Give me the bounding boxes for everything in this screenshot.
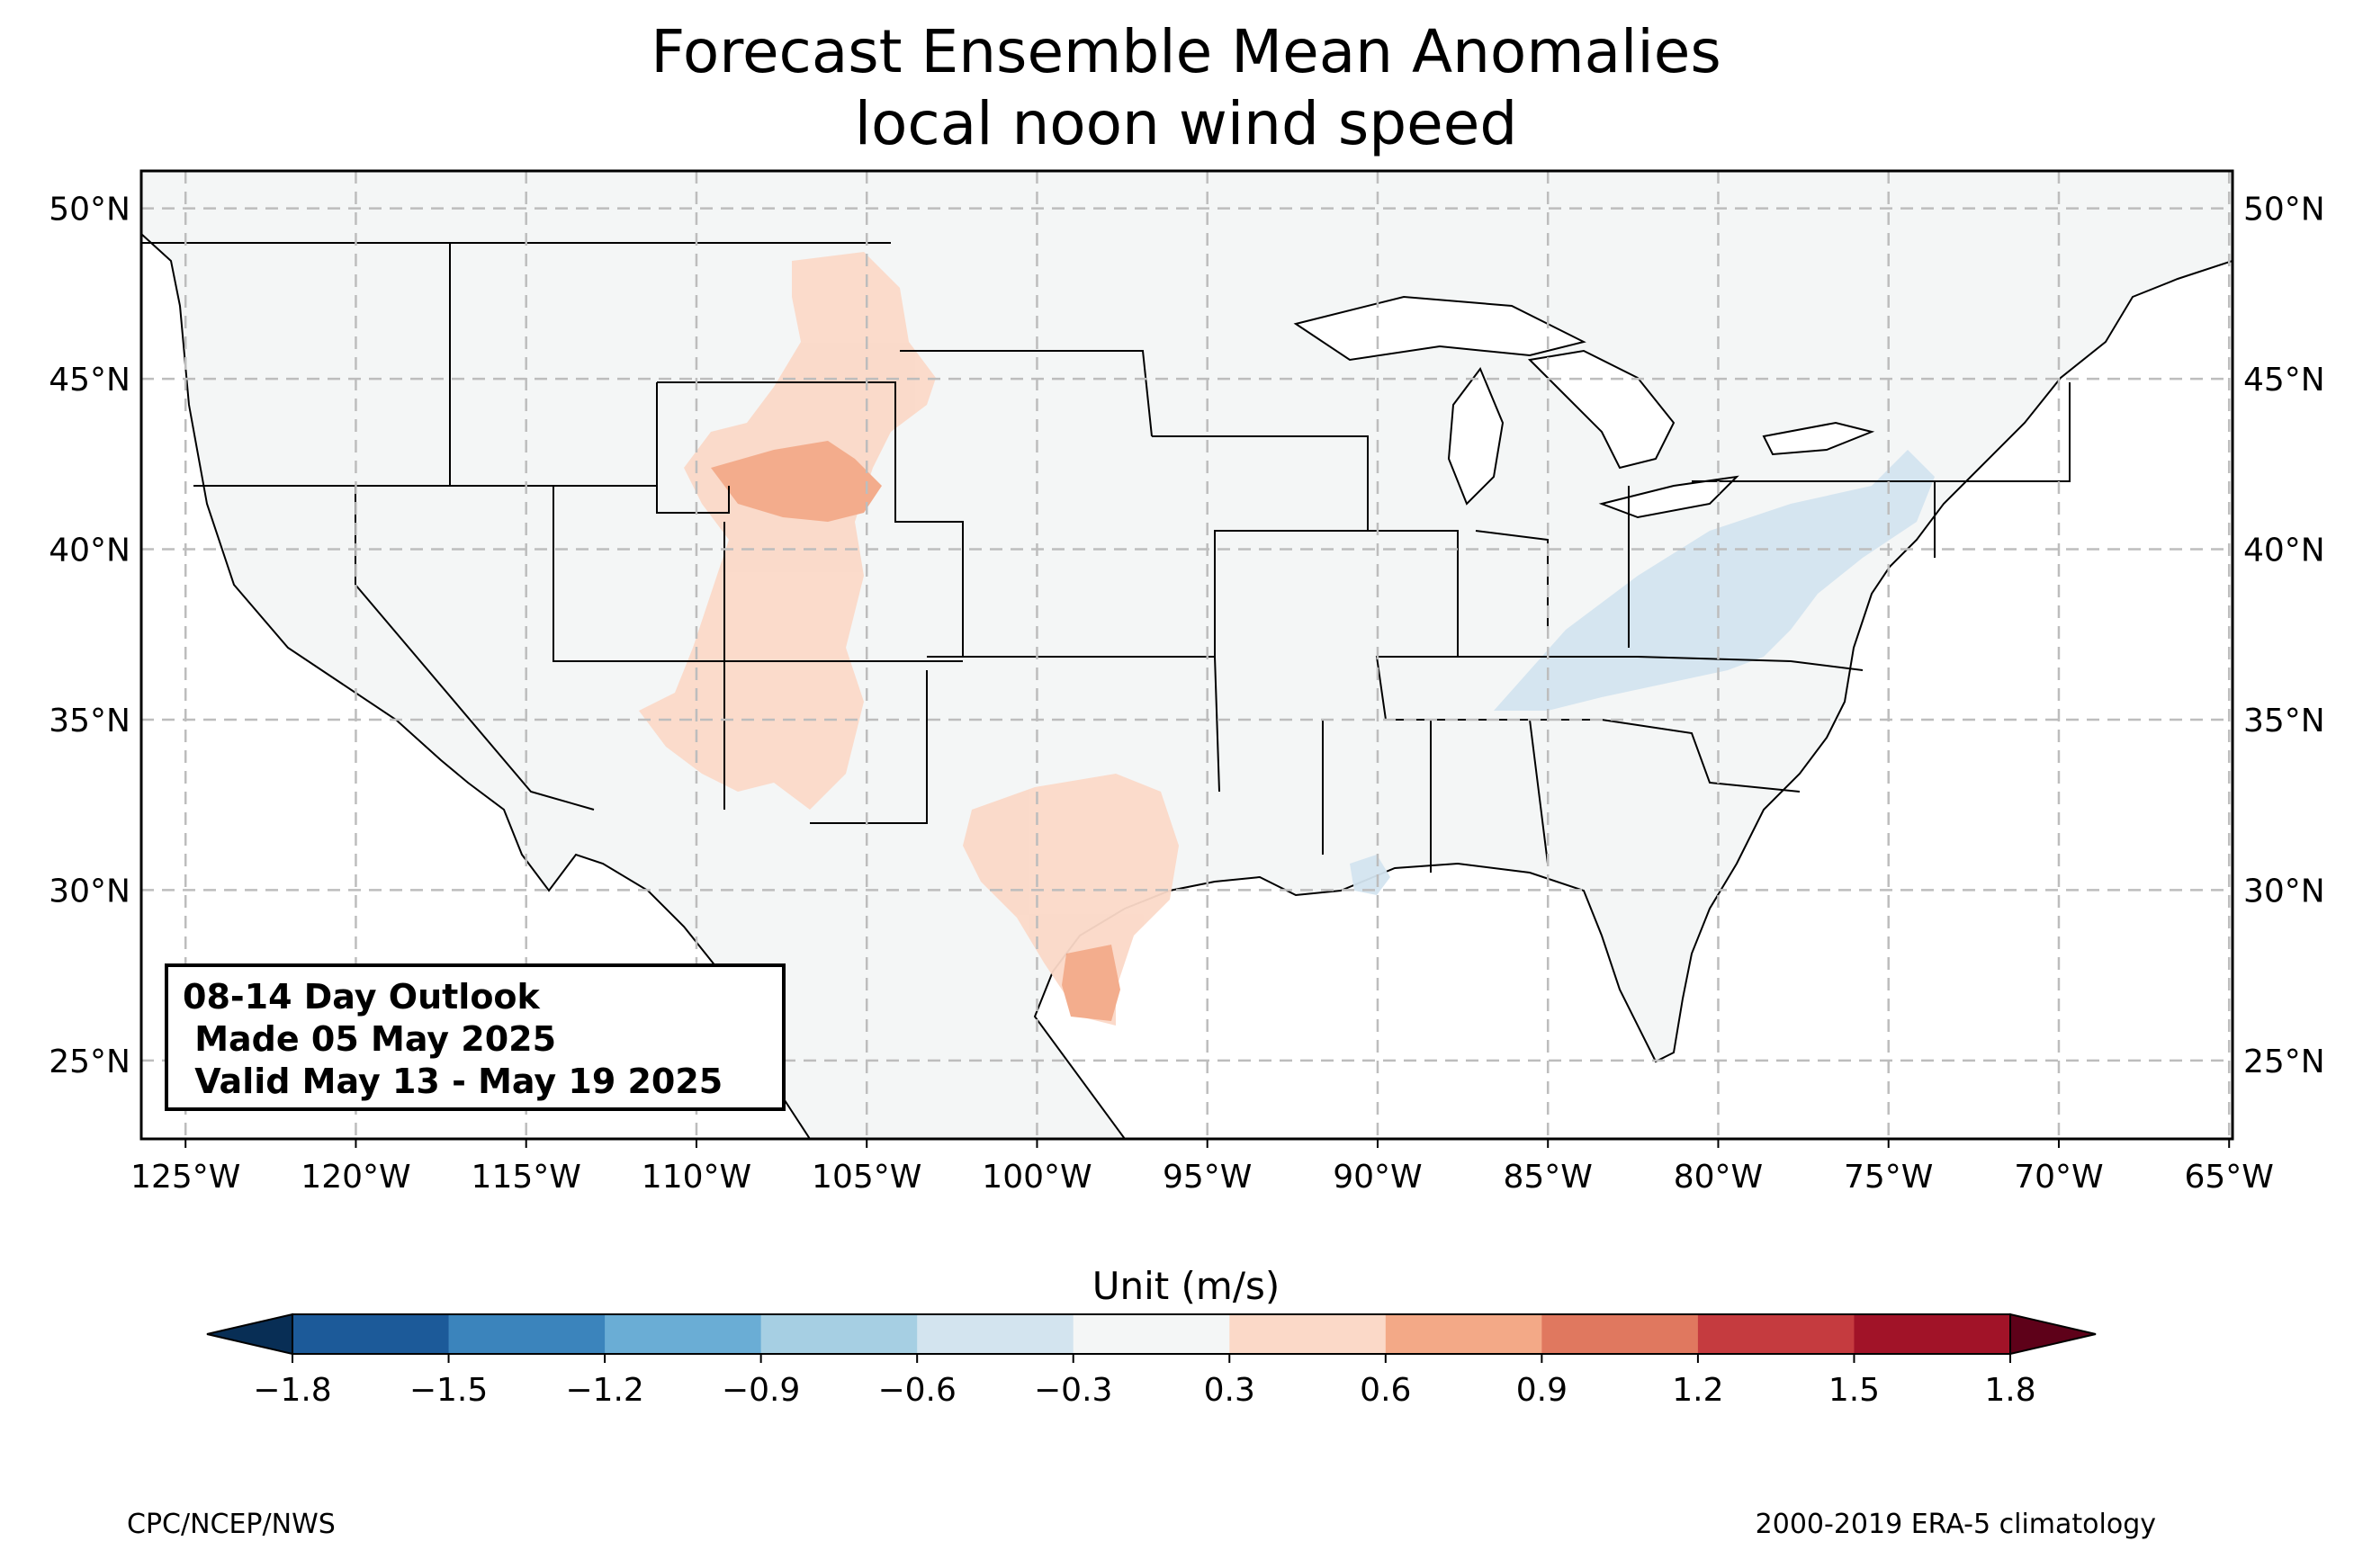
colorbar-bin <box>1385 1314 1542 1354</box>
title-line-2: local noon wind speed <box>854 89 1518 158</box>
lon-tick-label: 85°W <box>1504 1159 1593 1196</box>
colorbar-tick-label: 0.3 <box>1204 1372 1255 1409</box>
lon-tick-label: 125°W <box>130 1159 240 1196</box>
anomaly-region-south-texas <box>1062 945 1120 1021</box>
gridlines <box>141 171 2233 1139</box>
outlook-made-date: Made 05 May 2025 <box>183 1019 557 1059</box>
anomaly-region-ohio-valley <box>1494 450 1935 711</box>
colorbar-bin <box>448 1314 606 1354</box>
colorbar: −1.8 −1.5 −1.2 −0.9 −0.6 −0.3 0.3 0.6 0.9 1.2 1.5 1… <box>206 1313 2097 1409</box>
colorbar-bin <box>917 1314 1074 1354</box>
colorbar-tick-label: 0.6 <box>1360 1372 1411 1409</box>
lon-tick-label: 100°W <box>982 1159 1092 1196</box>
colorbar-tick-label: 1.5 <box>1828 1372 1880 1409</box>
lat-tick-label: 45°N <box>49 362 130 399</box>
outlook-valid-range: Valid May 13 - May 19 2025 <box>183 1062 723 1101</box>
lat-tick-label: 40°N <box>49 533 130 569</box>
colorbar-bin <box>1854 1314 2011 1354</box>
lat-tick-label: 25°N <box>49 1044 130 1080</box>
colorbar-label: Unit (m/s) <box>1092 1264 1280 1308</box>
anomaly-region-central-texas <box>963 774 1179 1026</box>
lon-tick-label: 90°W <box>1333 1159 1422 1196</box>
lat-tick-label: 30°N <box>2243 873 2325 909</box>
lon-tick-label: 115°W <box>472 1159 581 1196</box>
lat-tick-label: 25°N <box>2243 1044 2325 1080</box>
footer-climatology: 2000-2019 ERA-5 climatology <box>1755 1509 2156 1540</box>
lat-tick-label: 50°N <box>2243 192 2325 228</box>
colorbar-bin <box>292 1314 450 1354</box>
outlook-info-box: 08-14 Day Outlook Made 05 May 2025 Valid… <box>165 963 786 1111</box>
map-panel: 125°W 120°W 115°W 110°W 105°W 100°W 95°W 90°W 85… <box>49 169 2325 1196</box>
map-title: Forecast Ensemble Mean Anomalies local n… <box>0 16 2372 160</box>
footer-source: CPC/NCEP/NWS <box>127 1509 336 1540</box>
colorbar-extend-low <box>206 1313 293 1356</box>
colorbar-tick-label: −1.5 <box>409 1372 488 1409</box>
lat-tick-label: 45°N <box>2243 362 2325 399</box>
colorbar-bin <box>1229 1314 1387 1354</box>
colorbar-tick-label: 0.9 <box>1516 1372 1568 1409</box>
colorbar-bin <box>1697 1314 1855 1354</box>
lon-tick-label: 80°W <box>1674 1159 1763 1196</box>
state-borders <box>141 242 2071 873</box>
colorbar-bin <box>1541 1314 1699 1354</box>
anomaly-region-louisiana <box>1350 855 1390 895</box>
colorbar-outline <box>292 1313 2011 1355</box>
colorbar-tick-label: −0.6 <box>877 1372 956 1409</box>
latitude-tick-labels-right: 50°N 45°N 40°N 35°N 30°N 25°N <box>2243 192 2325 1080</box>
title-line-1: Forecast Ensemble Mean Anomalies <box>651 17 1721 86</box>
colorbar-tick-label: 1.8 <box>1984 1372 2035 1409</box>
anomaly-shading <box>639 252 1935 1026</box>
lat-tick-label: 50°N <box>49 192 130 228</box>
colorbar-tick-label: −0.9 <box>722 1372 800 1409</box>
lon-tick-label: 110°W <box>642 1159 751 1196</box>
map-frame <box>139 169 2234 1141</box>
lon-tick-label: 70°W <box>2014 1159 2103 1196</box>
colorbar-tick-label: −1.8 <box>253 1372 331 1409</box>
outlook-period: 08-14 Day Outlook <box>183 977 540 1017</box>
anomaly-region-northern-rockies <box>639 252 936 810</box>
colorbar-extend-high <box>2009 1313 2097 1356</box>
latitude-tick-labels-left: 50°N 45°N 40°N 35°N 30°N 25°N <box>49 192 130 1080</box>
lat-tick-label: 35°N <box>49 703 130 739</box>
colorbar-bin <box>760 1314 918 1354</box>
colorbar-tick-label: −1.2 <box>565 1372 643 1409</box>
lon-tick-label: 95°W <box>1163 1159 1252 1196</box>
lon-tick-label: 65°W <box>2185 1159 2274 1196</box>
lon-tick-label: 120°W <box>301 1159 410 1196</box>
anomaly-region-wyoming-core <box>711 441 882 522</box>
lon-tick-label: 105°W <box>812 1159 921 1196</box>
colorbar-tick-label: 1.2 <box>1672 1372 1723 1409</box>
lat-tick-label: 40°N <box>2243 533 2325 569</box>
colorbar-bin <box>605 1314 762 1354</box>
lon-tick-label: 75°W <box>1844 1159 1933 1196</box>
lat-tick-label: 35°N <box>2243 703 2325 739</box>
great-lakes <box>1293 295 1875 519</box>
colorbar-bin <box>1073 1314 1230 1354</box>
longitude-tick-labels: 125°W 120°W 115°W 110°W 105°W 100°W 95°W 90°W 85… <box>130 1139 2274 1196</box>
lat-tick-label: 30°N <box>49 873 130 909</box>
colorbar-tick-label: −0.3 <box>1034 1372 1112 1409</box>
